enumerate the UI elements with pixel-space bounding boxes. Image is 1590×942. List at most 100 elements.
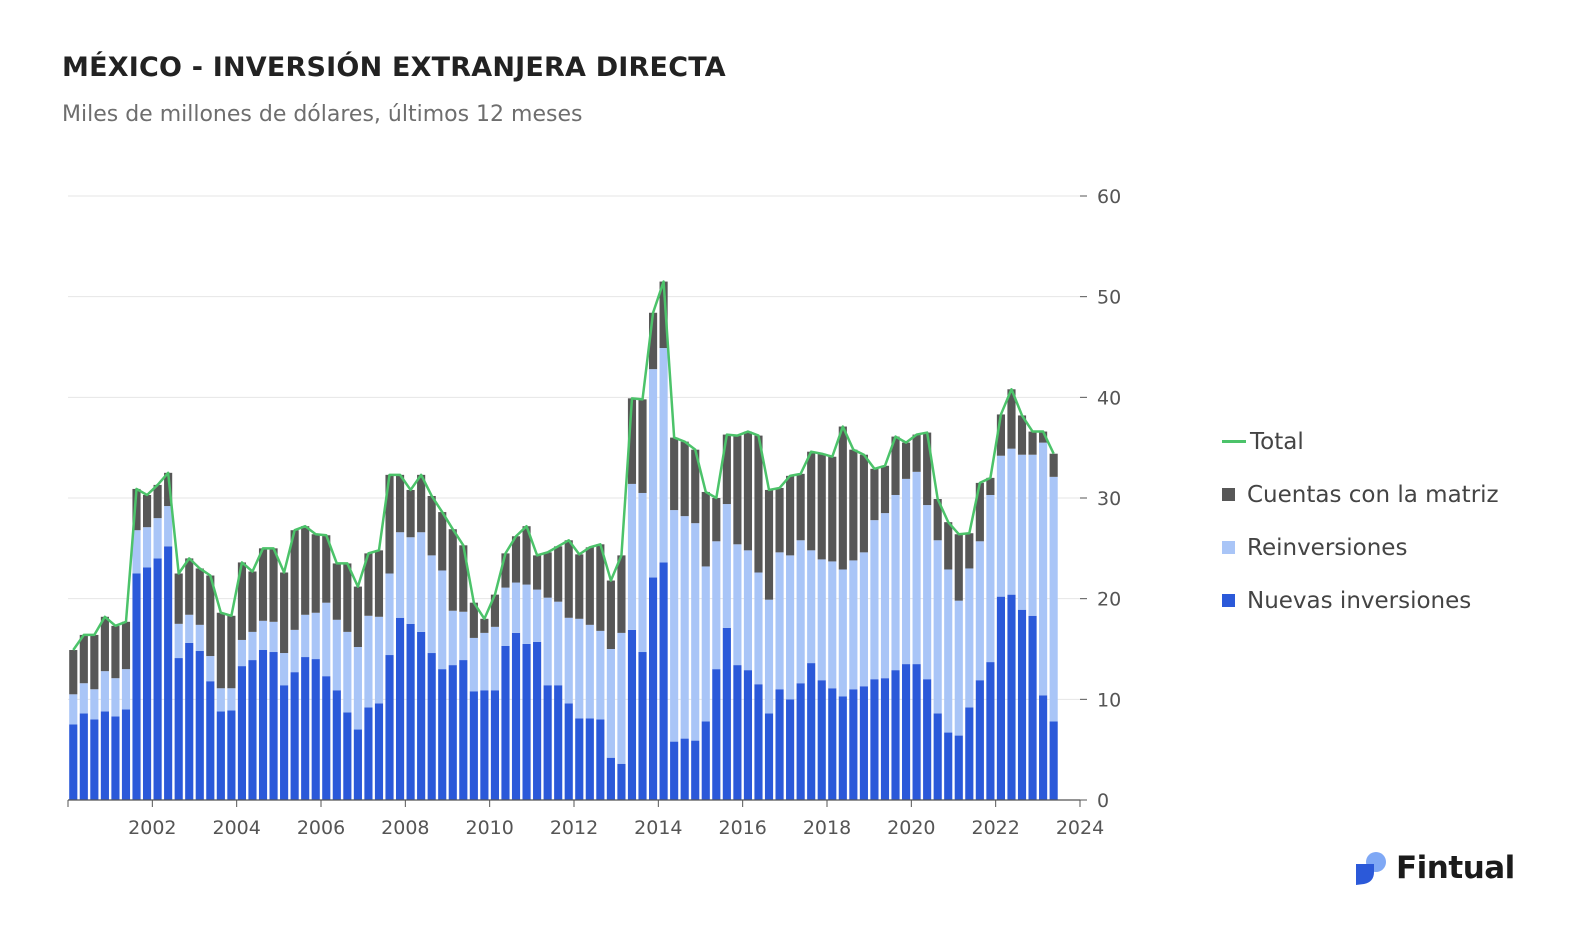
bar-nuevas — [944, 732, 953, 800]
bar-cuentas — [258, 548, 268, 621]
legend-swatch-reinversiones — [1222, 541, 1235, 554]
bar-nuevas — [417, 631, 426, 800]
bar-reinversiones — [280, 653, 289, 686]
bar-nuevas — [480, 690, 489, 800]
bar-nuevas — [743, 670, 753, 800]
y-tick-label-60: 60 — [1097, 186, 1121, 208]
bar-cuentas — [901, 442, 911, 479]
bar-reinversiones — [859, 552, 868, 687]
bar-cuentas — [374, 550, 384, 617]
bar-cuentas — [100, 616, 109, 672]
bar-reinversiones — [575, 618, 584, 719]
bar-nuevas — [69, 724, 78, 800]
bar-reinversiones — [722, 504, 731, 628]
bar-reinversiones — [100, 671, 109, 712]
bar-reinversiones — [385, 573, 394, 656]
legend-item-cuentas[interactable]: Cuentas con la matriz — [1222, 468, 1499, 521]
bar-reinversiones — [406, 537, 415, 624]
legend-item-total[interactable]: Total — [1222, 415, 1499, 468]
bar-nuevas — [596, 719, 605, 800]
bar-cuentas — [923, 432, 932, 506]
bar-cuentas — [1017, 415, 1027, 455]
bar-cuentas — [859, 454, 868, 553]
legend-swatch-nuevas — [1222, 594, 1235, 607]
bar-cuentas — [670, 437, 679, 511]
bar-nuevas — [227, 710, 236, 800]
bar-nuevas — [395, 617, 405, 800]
y-tick-label-0: 0 — [1097, 790, 1109, 812]
bar-cuentas — [406, 489, 415, 538]
x-tick-label-2012: 2012 — [550, 817, 598, 839]
legend-label-total: Total — [1250, 428, 1304, 455]
bar-reinversiones — [69, 694, 78, 725]
bar-reinversiones — [522, 584, 531, 644]
bar-cuentas — [764, 489, 774, 600]
bar-series — [69, 281, 1058, 800]
legend-swatch-cuentas — [1222, 488, 1235, 501]
bar-nuevas — [996, 596, 1006, 800]
bar-cuentas — [459, 545, 468, 612]
bar-reinversiones — [554, 601, 563, 686]
bar-nuevas — [901, 664, 911, 800]
bar-reinversiones — [195, 624, 204, 652]
bar-cuentas — [838, 426, 847, 570]
bar-cuentas — [680, 441, 689, 517]
bar-nuevas — [364, 707, 373, 800]
bar-nuevas — [237, 666, 247, 800]
bar-cuentas — [617, 555, 626, 633]
bar-nuevas — [164, 546, 173, 800]
bar-reinversiones — [870, 520, 879, 680]
x-tick-label-2022: 2022 — [971, 817, 1019, 839]
bar-reinversiones — [364, 615, 373, 708]
bar-nuevas — [343, 712, 352, 800]
bar-cuentas — [480, 618, 489, 633]
bar-nuevas — [353, 729, 362, 800]
bar-reinversiones — [121, 669, 131, 710]
bar-cuentas — [364, 553, 373, 616]
bar-nuevas — [933, 713, 942, 800]
bar-reinversiones — [164, 506, 173, 547]
bar-nuevas — [1028, 615, 1037, 800]
bar-reinversiones — [322, 602, 331, 677]
bar-cuentas — [712, 498, 721, 542]
bar-nuevas — [90, 719, 99, 800]
bar-reinversiones — [617, 632, 626, 764]
legend-item-reinversiones[interactable]: Reinversiones — [1222, 521, 1499, 574]
bar-cuentas — [627, 398, 637, 484]
bar-cuentas — [648, 312, 658, 370]
x-tick-label-2006: 2006 — [297, 817, 345, 839]
bar-cuentas — [174, 573, 183, 624]
bar-reinversiones — [501, 587, 510, 646]
bar-reinversiones — [353, 646, 362, 730]
legend: Total Cuentas con la matriz Reinversione… — [1222, 415, 1499, 627]
bar-cuentas — [986, 477, 995, 495]
bar-cuentas — [996, 414, 1006, 456]
bar-cuentas — [754, 435, 763, 573]
bar-cuentas — [1007, 389, 1016, 449]
bar-reinversiones — [290, 629, 299, 673]
x-tick-label-2018: 2018 — [803, 817, 851, 839]
bar-nuevas — [301, 657, 310, 800]
bar-cuentas — [195, 568, 204, 625]
bar-reinversiones — [90, 689, 99, 720]
bar-reinversiones — [965, 568, 974, 708]
bar-nuevas — [891, 670, 900, 800]
bar-cuentas — [975, 482, 984, 542]
bar-cuentas — [448, 529, 457, 611]
bar-cuentas — [733, 435, 742, 545]
bar-reinversiones — [111, 678, 120, 717]
bar-nuevas — [459, 660, 468, 800]
bar-nuevas — [817, 680, 826, 800]
bar-cuentas — [511, 536, 521, 583]
bar-nuevas — [490, 690, 500, 800]
bar-nuevas — [575, 718, 584, 800]
bar-reinversiones — [944, 569, 953, 733]
bar-reinversiones — [543, 597, 552, 686]
legend-item-nuevas[interactable]: Nuevas inversiones — [1222, 574, 1499, 627]
bar-nuevas — [659, 562, 668, 800]
bar-nuevas — [786, 699, 795, 800]
bar-nuevas — [374, 703, 384, 800]
bar-reinversiones — [743, 550, 753, 671]
bar-cuentas — [522, 526, 531, 585]
bar-reinversiones — [438, 570, 447, 670]
